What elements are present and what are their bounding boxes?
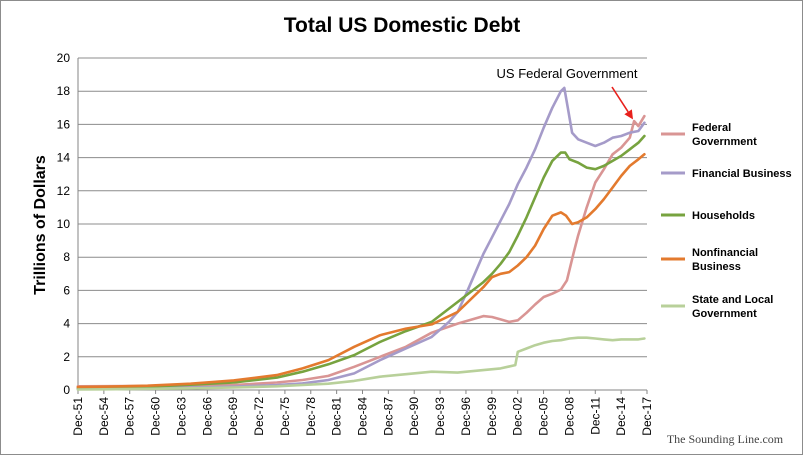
x-tick-label: Dec-66 <box>200 397 214 436</box>
x-tick-label: Dec-90 <box>407 397 421 436</box>
annotation-arrow <box>611 86 629 113</box>
y-tick-label: 18 <box>57 84 71 98</box>
x-tick-label: Dec-08 <box>562 397 576 436</box>
series-line-federal-government <box>76 114 646 388</box>
x-tick-label: Dec-84 <box>356 397 370 436</box>
legend-label-federal-government: Federal Government <box>692 122 757 148</box>
x-tick-label: Dec-75 <box>278 397 292 436</box>
x-tick-label: Dec-93 <box>433 397 447 436</box>
x-tick-label: Dec-96 <box>459 397 473 436</box>
y-tick-label: 12 <box>57 184 71 198</box>
y-tick-label: 8 <box>63 250 70 264</box>
x-tick-label: Dec-14 <box>614 397 628 436</box>
series-line-state-and-local-government <box>76 336 646 391</box>
chart-title: Total US Domestic Debt <box>284 14 520 37</box>
x-tick-label: Dec-51 <box>71 397 85 436</box>
x-tick-label: Dec-72 <box>252 397 266 436</box>
legend-label-financial-business: Financial Business <box>692 168 792 180</box>
y-tick-label: 6 <box>63 283 70 297</box>
gridlines <box>78 57 647 358</box>
series-line-households <box>76 134 646 390</box>
x-tick-label: Dec-17 <box>640 397 654 436</box>
x-tick-label: Dec-11 <box>588 397 602 435</box>
x-tick-label: Dec-69 <box>226 397 240 436</box>
x-tick-label: Dec-63 <box>174 397 188 436</box>
x-tick-labels: Dec-51 Dec-54 Dec-57 Dec-60 Dec-63 Dec-66 Dec-… <box>71 390 654 436</box>
y-tick-label: 10 <box>57 217 71 231</box>
y-tick-label: 14 <box>57 151 71 165</box>
y-tick-label: 16 <box>57 117 71 131</box>
annotation-label: US Federal Government <box>497 66 638 81</box>
annotation: US Federal Government <box>497 66 638 120</box>
legend-label-households: Households <box>692 210 755 222</box>
x-tick-label: Dec-78 <box>304 397 318 436</box>
x-tick-label: Dec-02 <box>511 397 525 436</box>
x-tick-label: Dec-05 <box>537 397 551 436</box>
series-line-nonfinancial-business <box>76 153 646 389</box>
legend-label-nonfinancial-business: Nonfinancial Business <box>692 247 758 273</box>
x-tick-label: Dec-57 <box>123 397 137 436</box>
series-lines <box>76 86 646 391</box>
y-tick-label: 0 <box>63 383 70 397</box>
x-tick-label: Dec-99 <box>485 397 499 436</box>
legend-label-state-and-local-government: State and Local Government <box>692 294 773 320</box>
y-tick-label: 20 <box>57 51 71 65</box>
y-axis-label: Trillions of Dollars <box>32 155 49 295</box>
y-tick-labels: 0 2 4 6 8 10 12 14 16 18 20 <box>57 51 71 397</box>
x-tick-label: Dec-60 <box>149 397 163 436</box>
annotation-arrowhead <box>624 109 633 120</box>
y-tick-label: 2 <box>63 350 70 364</box>
x-tick-label: Dec-54 <box>97 397 111 436</box>
series-line-financial-business <box>76 86 646 391</box>
x-tick-label: Dec-87 <box>381 397 395 436</box>
y-tick-label: 4 <box>63 317 70 331</box>
legend: Federal Government Financial Business House… <box>661 122 792 320</box>
x-tick-label: Dec-81 <box>330 397 344 436</box>
watermark: The Sounding Line.com <box>667 432 784 446</box>
